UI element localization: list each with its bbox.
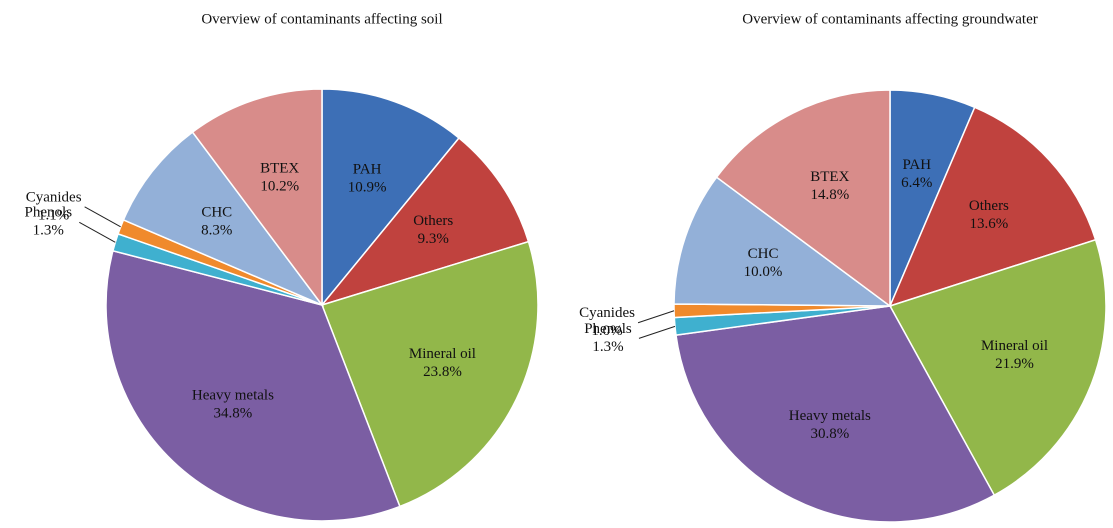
slice-label: Mineral oil xyxy=(409,346,476,362)
slice-value-label: 10.2% xyxy=(260,178,299,194)
leader-line xyxy=(637,310,675,324)
slice-value-label: 1.1% xyxy=(38,207,69,223)
leader-line xyxy=(79,221,116,243)
slice-value-label: 10.9% xyxy=(348,179,387,195)
slice-label: PAH xyxy=(353,161,382,177)
slice-value-label: 6.4% xyxy=(901,175,932,191)
slice-label: BTEX xyxy=(260,160,299,176)
leader-line xyxy=(638,325,676,339)
slice-label: Heavy metals xyxy=(192,387,274,403)
slice-label: Mineral oil xyxy=(981,338,1048,354)
slice-label: Heavy metals xyxy=(789,408,871,424)
pie-slice xyxy=(675,305,996,523)
pie-slice xyxy=(191,88,323,308)
slice-label: Phenols xyxy=(584,321,632,337)
slice-value-label: 1.3% xyxy=(33,223,64,239)
pie-slice xyxy=(105,249,401,522)
slice-value-label: 9.3% xyxy=(418,231,449,247)
pie-slice xyxy=(673,176,893,307)
slice-label: CHC xyxy=(748,246,779,262)
slice-label: PAH xyxy=(902,157,931,173)
slice-value-label: 10.0% xyxy=(744,264,783,280)
slice-value-label: 34.8% xyxy=(214,405,253,421)
pie-slice xyxy=(122,131,325,307)
chart-title: Overview of contaminants affecting groun… xyxy=(742,11,1037,27)
slice-value-label: 13.6% xyxy=(970,216,1009,232)
pie-slice xyxy=(321,240,539,508)
slice-label: Cyanides xyxy=(579,305,635,321)
slice-value-label: 1.3% xyxy=(592,339,623,355)
slice-label: Others xyxy=(969,198,1009,214)
slice-value-label: 21.9% xyxy=(995,356,1034,372)
pie-slice xyxy=(715,89,891,308)
leader-line xyxy=(84,206,121,228)
slice-label: Phenols xyxy=(25,205,73,221)
slice-value-label: 30.8% xyxy=(810,426,849,442)
slice-value-label: 14.8% xyxy=(810,187,849,203)
pie-slice xyxy=(319,136,530,307)
chart-title: Overview of contaminants affecting soil xyxy=(201,11,442,27)
slice-label: CHC xyxy=(201,205,232,221)
slice-label: Cyanides xyxy=(26,189,82,205)
slice-label: BTEX xyxy=(810,169,849,185)
slice-value-label: 1.0% xyxy=(591,323,622,339)
slice-value-label: 8.3% xyxy=(201,223,232,239)
pie-slice xyxy=(888,238,1107,497)
slice-value-label: 23.8% xyxy=(423,364,462,380)
pie-slice xyxy=(321,88,461,308)
slice-label: Others xyxy=(413,213,453,229)
